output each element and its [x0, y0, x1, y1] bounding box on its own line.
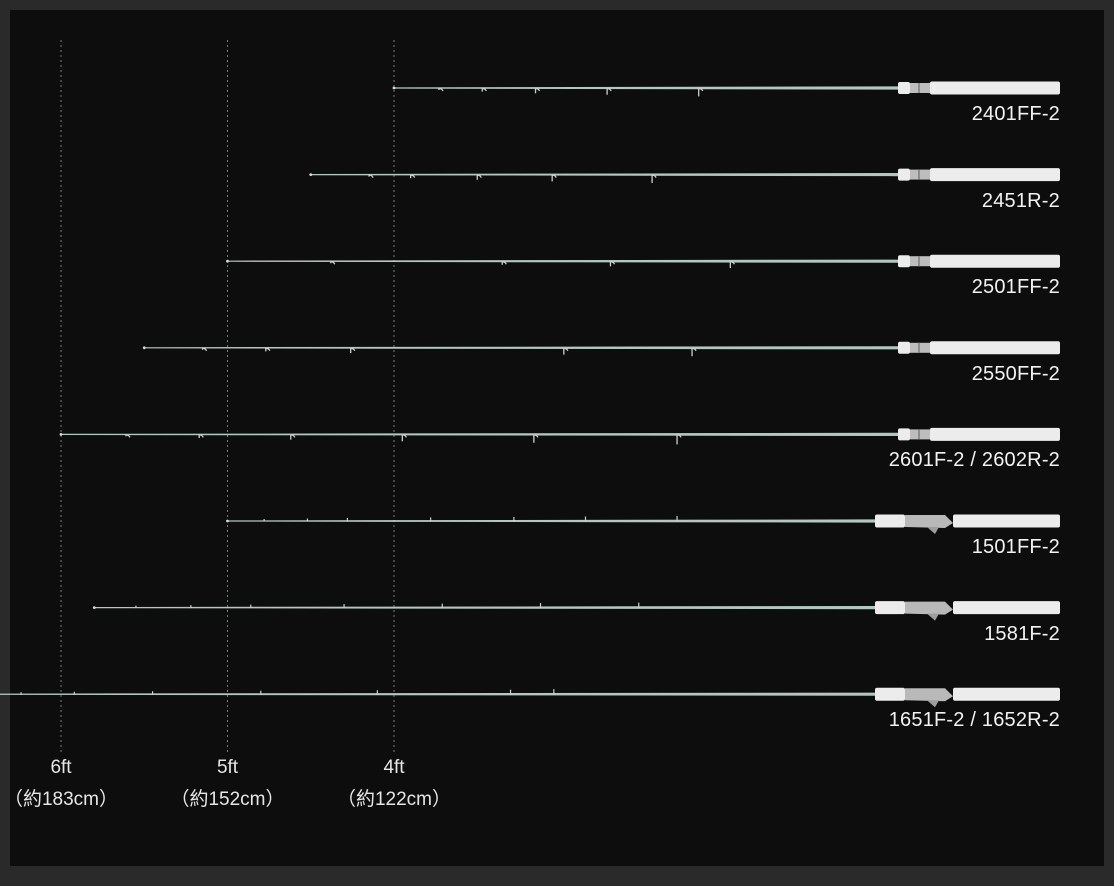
rod-reel-seat-band [918, 169, 920, 180]
rod-tip [226, 259, 229, 263]
rod-guide [533, 434, 539, 443]
rod-2501FF-2 [226, 254, 1060, 268]
rod-foregrip [898, 428, 910, 441]
rod-guide [676, 434, 682, 445]
rod-blank [144, 346, 898, 350]
rod-reel-seat-band [918, 342, 920, 353]
axis-tick-ft: 6ft [50, 757, 72, 778]
rod-guide [330, 261, 336, 265]
rod-guide [651, 174, 657, 183]
rod-rear-grip [930, 81, 1060, 95]
rod-reel-seat-band [918, 256, 920, 267]
rod-foregrip [898, 255, 910, 268]
rod-2601F-2 / 2602R-2 [59, 427, 1060, 445]
axis-tick-label: 5ft （約152cm） [148, 752, 308, 816]
rod-rear-grip [930, 427, 1060, 441]
rod-blank [94, 606, 876, 610]
rod-2550FF-2 [142, 341, 1060, 357]
rod-tip [309, 173, 313, 177]
rod-blank [0, 692, 875, 696]
rod-trigger [927, 700, 939, 708]
rod-guide [125, 434, 131, 438]
rod-rear-grip [953, 601, 1060, 615]
rod-guide [201, 347, 208, 352]
rod-1651F-2 / 1652R-2 [0, 687, 1060, 708]
rod-guide [438, 87, 444, 92]
rod-foregrip [898, 168, 910, 181]
rod-tip [92, 606, 96, 609]
rod-2401FF-2 [392, 81, 1060, 97]
axis-tick-ft: 4ft [383, 757, 405, 778]
rod-guide [606, 87, 612, 95]
rod-model-label: 1581F-2 [984, 622, 1060, 645]
axis-tick-cm: （約183cm） [3, 789, 119, 810]
rod-blank [61, 432, 898, 436]
rod-model-label: 2601F-2 / 2602R-2 [888, 449, 1060, 472]
axis-tick-cm: （約122cm） [336, 789, 452, 810]
rod-guide [563, 347, 569, 355]
rod-guide [265, 347, 271, 352]
rod-foregrip [875, 514, 905, 528]
rod-blank [310, 173, 898, 177]
rod-reel-seat [905, 688, 953, 702]
rod-guide [368, 174, 374, 178]
rod-model-label: 2451R-2 [981, 189, 1060, 212]
rod-foregrip [875, 687, 905, 701]
rod-guide [290, 434, 296, 440]
rod-guide [401, 434, 407, 442]
rod-model-label: 2501FF-2 [971, 276, 1060, 299]
rod-guide [534, 87, 541, 94]
rod-tip [392, 86, 396, 90]
rod-rear-grip [930, 254, 1060, 268]
axis-tick-cm: （約152cm） [170, 789, 285, 810]
rod-rear-grip [953, 687, 1060, 701]
axis-tick-ft: 5ft [216, 757, 239, 778]
rod-reel-seat [905, 601, 953, 615]
rod-guide [551, 174, 557, 182]
axis-tick-label: 6ft （約183cm） [0, 752, 141, 816]
rod-guide [698, 87, 704, 97]
rod-rear-grip [930, 341, 1060, 355]
rod-reel-seat-band [918, 429, 920, 440]
rod-guide [691, 347, 697, 357]
rod-guide [609, 261, 616, 267]
rod-guide [481, 87, 487, 92]
rod-rear-grip [953, 514, 1060, 528]
rod-foregrip [898, 341, 910, 354]
rod-blank [227, 519, 875, 523]
rod-rear-grip [930, 168, 1060, 182]
rod-guide [410, 174, 416, 179]
rod-trigger [927, 613, 939, 621]
rod-1581F-2 [92, 601, 1060, 621]
rod-1501FF-2 [226, 514, 1060, 534]
rod-foregrip [875, 601, 905, 615]
rod-guide [476, 174, 482, 180]
rod-blank [227, 259, 898, 263]
rod-guide [350, 347, 356, 353]
rod-tip [142, 346, 146, 350]
rod-model-label: 1501FF-2 [971, 536, 1060, 558]
rod-model-label: 2550FF-2 [971, 362, 1060, 385]
rod-reel-seat-band [918, 83, 920, 93]
rod-tip [59, 433, 63, 436]
rod-foregrip [898, 82, 910, 94]
rod-trigger [927, 527, 939, 534]
rod-2451R-2 [309, 168, 1060, 183]
rod-model-label: 1651F-2 / 1652R-2 [888, 709, 1060, 732]
rod-guide [198, 434, 204, 438]
rod-model-label: 2401FF-2 [971, 103, 1060, 125]
axis-tick-label: 4ft （約122cm） [314, 752, 474, 816]
rod-guide [729, 261, 735, 268]
rod-blank [394, 86, 898, 90]
rod-tip [226, 519, 229, 523]
rod-guide [501, 261, 507, 265]
rod-reel-seat [905, 515, 953, 528]
